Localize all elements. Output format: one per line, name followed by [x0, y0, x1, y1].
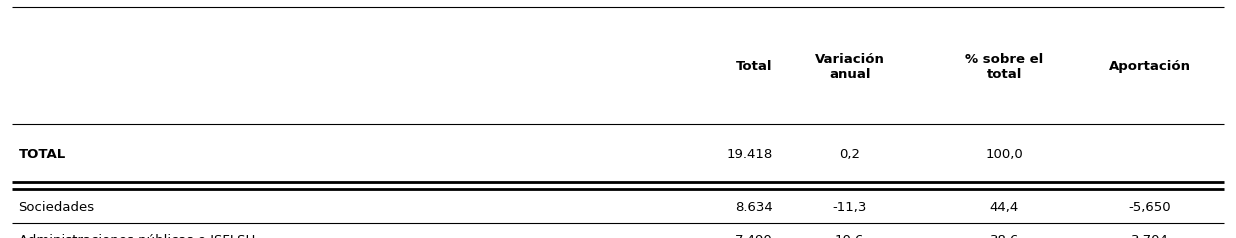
Text: % sobre el
total: % sobre el total: [965, 53, 1043, 81]
Text: Total: Total: [735, 60, 772, 73]
Text: 3,704: 3,704: [1131, 234, 1168, 238]
Text: 100,0: 100,0: [985, 148, 1023, 161]
Text: 7.490: 7.490: [734, 234, 772, 238]
Text: Aportación: Aportación: [1109, 60, 1190, 73]
Text: 38,6: 38,6: [990, 234, 1018, 238]
Text: -5,650: -5,650: [1128, 201, 1170, 213]
Text: Sociedades: Sociedades: [19, 201, 95, 213]
Text: Administraciones públicas e ISFLSH: Administraciones públicas e ISFLSH: [19, 234, 255, 238]
Text: 0,2: 0,2: [839, 148, 860, 161]
Text: 10,6: 10,6: [836, 234, 864, 238]
Text: -11,3: -11,3: [833, 201, 866, 213]
Text: 44,4: 44,4: [990, 201, 1018, 213]
Text: 8.634: 8.634: [734, 201, 772, 213]
Text: 19.418: 19.418: [727, 148, 772, 161]
Text: Variación
anual: Variación anual: [815, 53, 885, 81]
Text: TOTAL: TOTAL: [19, 148, 66, 161]
